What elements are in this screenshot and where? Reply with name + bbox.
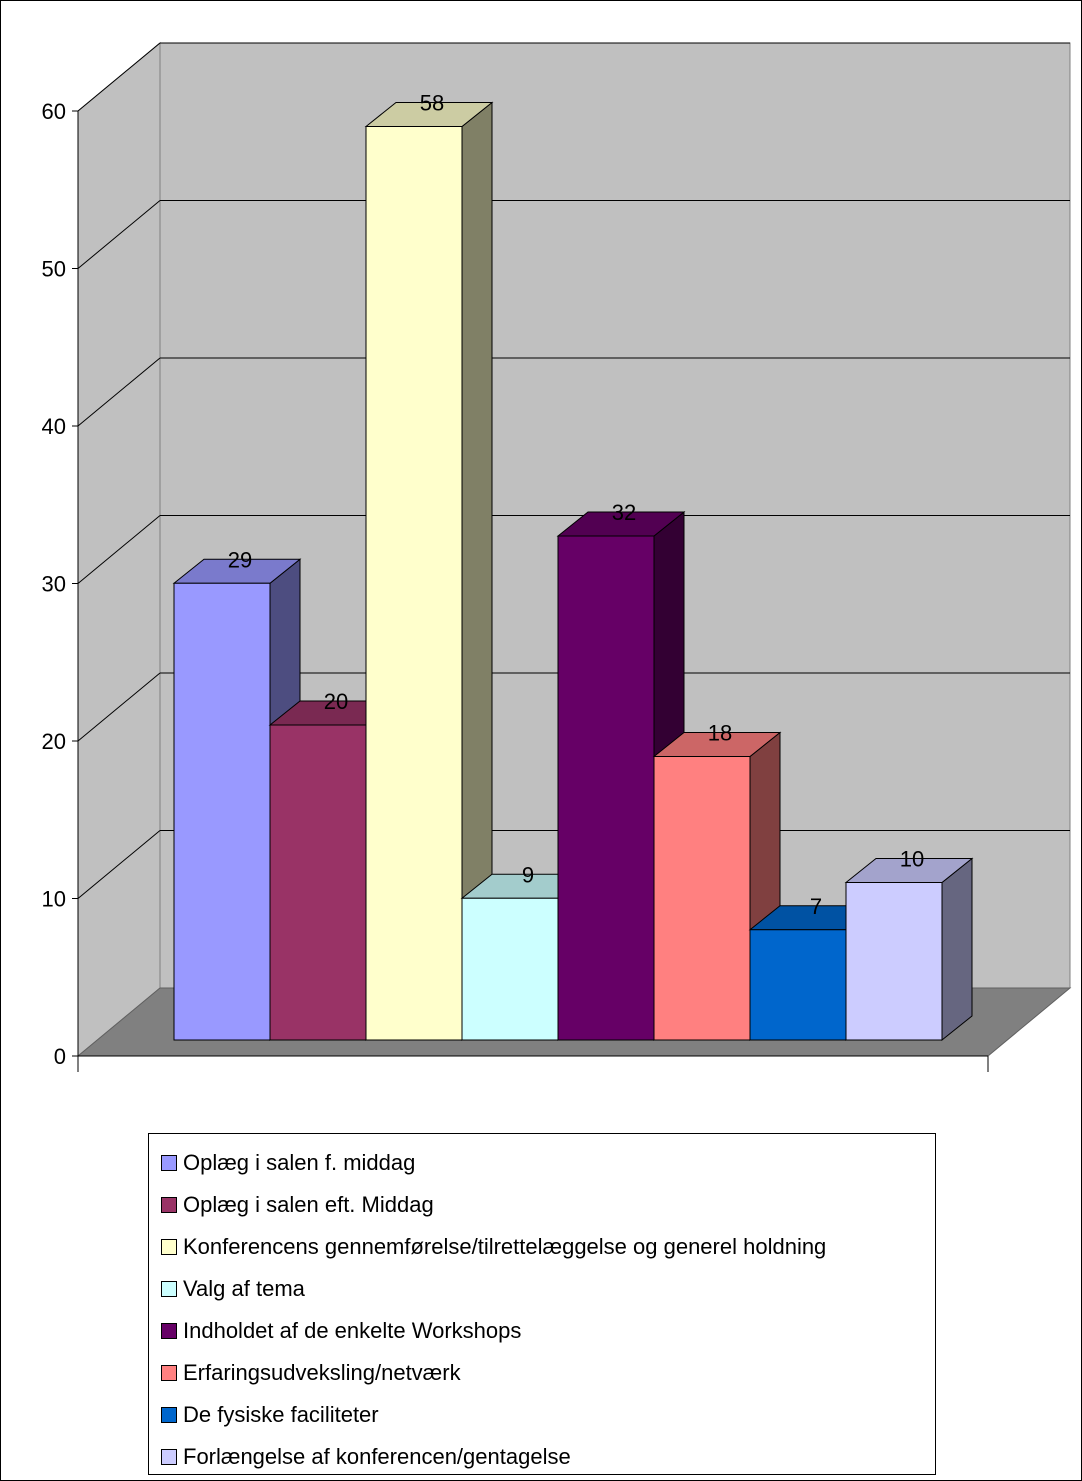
legend-swatch xyxy=(161,1281,177,1297)
gridline-side xyxy=(77,672,161,742)
legend-swatch xyxy=(161,1323,177,1339)
data-label: 9 xyxy=(522,862,534,887)
legend-swatch xyxy=(161,1365,177,1381)
y-tick-label: 20 xyxy=(42,729,66,754)
bar xyxy=(557,535,655,1041)
bar xyxy=(461,897,559,1041)
data-label: 58 xyxy=(420,91,444,116)
legend-swatch xyxy=(161,1449,177,1465)
legend-item: De fysiske faciliteter xyxy=(149,1394,935,1436)
y-tick-label: 10 xyxy=(42,887,66,912)
legend-swatch xyxy=(161,1239,177,1255)
legend: Oplæg i salen f. middag Oplæg i salen eft… xyxy=(148,1133,936,1475)
data-label: 18 xyxy=(708,721,732,746)
legend-label: Forlængelse af konferencen/gentagelse xyxy=(183,1444,571,1469)
legend-swatch xyxy=(161,1197,177,1213)
legend-label: Konferencens gennemførelse/tilrettelægge… xyxy=(183,1234,827,1259)
legend-item: Forlængelse af konferencen/gentagelse xyxy=(149,1436,935,1478)
data-label: 10 xyxy=(900,847,924,872)
legend-swatch xyxy=(161,1407,177,1423)
gridline-side xyxy=(77,42,161,112)
data-label: 32 xyxy=(612,500,636,525)
data-label: 20 xyxy=(324,689,348,714)
y-tick-label: 40 xyxy=(42,414,66,439)
y-tick-label: 60 xyxy=(42,99,66,124)
gridline-side xyxy=(77,830,161,899)
y-tick-label: 50 xyxy=(42,257,66,282)
legend-item: Oplæg i salen eft. Middag xyxy=(149,1184,935,1226)
data-label: 7 xyxy=(810,894,822,919)
legend-label: Indholdet af de enkelte Workshops xyxy=(183,1318,522,1343)
legend-label: De fysiske faciliteter xyxy=(183,1402,379,1427)
bar-chart: 0 10 20 30 40 50 60 29 20 58 9 32 18 7 10 xyxy=(42,41,1072,1072)
legend-item: Oplæg i salen f. middag xyxy=(149,1142,935,1184)
legend-item: Konferencens gennemførelse/tilrettelægge… xyxy=(149,1226,935,1268)
bar xyxy=(269,724,367,1041)
bar xyxy=(749,929,847,1041)
legend-item: Indholdet af de enkelte Workshops xyxy=(149,1310,935,1352)
y-tick-label: 30 xyxy=(42,572,66,597)
y-tick-label: 0 xyxy=(54,1044,66,1069)
gridline-side xyxy=(77,515,161,584)
legend-item: Valg af tema xyxy=(149,1268,935,1310)
bar xyxy=(365,126,463,1041)
legend-item: Erfaringsudveksling/netværk xyxy=(149,1352,935,1394)
gridline-side xyxy=(77,200,161,269)
legend-label: Erfaringsudveksling/netværk xyxy=(183,1360,461,1385)
legend-label: Oplæg i salen f. middag xyxy=(183,1150,416,1175)
gridline-side xyxy=(77,357,161,427)
legend-label: Oplæg i salen eft. Middag xyxy=(183,1192,434,1217)
bar xyxy=(845,882,943,1041)
legend-label: Valg af tema xyxy=(183,1276,305,1301)
bar xyxy=(653,756,751,1041)
data-label: 29 xyxy=(228,547,252,572)
legend-swatch xyxy=(161,1155,177,1171)
bar xyxy=(173,582,271,1041)
bar-side xyxy=(941,857,973,1042)
